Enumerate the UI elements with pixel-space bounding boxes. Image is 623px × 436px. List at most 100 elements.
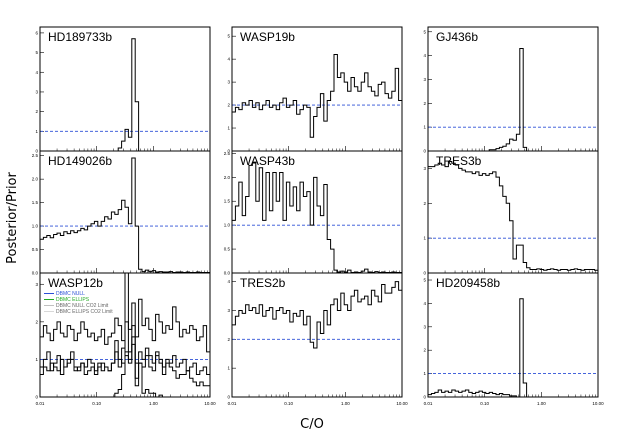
- panel-tres3b: 0 1 2 3 TRES3b: [423, 150, 599, 276]
- series-dbmc-null: [40, 336, 210, 387]
- panel-frame: [231, 150, 403, 274]
- y-tick-label: 3: [423, 77, 426, 82]
- y-tick-label: 2.5: [224, 151, 231, 156]
- y-tick-label: 2: [423, 101, 426, 106]
- y-tick-label: 1: [227, 126, 230, 131]
- y-tick-label: 4: [35, 70, 38, 75]
- series-posterior: [428, 298, 598, 398]
- legend-entry: DBMC NULL CO2 Limit: [56, 303, 109, 309]
- series-posterior: [40, 38, 210, 152]
- series-posterior: [428, 47, 598, 152]
- y-tick-label: 2: [35, 109, 38, 114]
- y-tick-label: 4: [227, 279, 230, 284]
- x-tick-label: 0.01: [36, 401, 45, 406]
- y-tick-label: 2: [227, 337, 230, 342]
- legend-entry: DBMC NULL: [56, 291, 85, 297]
- y-tick-label: 2.0: [224, 175, 231, 180]
- y-tick-label: 3: [227, 308, 230, 313]
- y-tick-label: 3: [35, 89, 38, 94]
- x-tick-label: 0.10: [480, 401, 489, 406]
- x-tick-label: 10.00: [396, 401, 408, 406]
- panel-frame: [231, 272, 403, 398]
- y-tick-label: 6: [35, 30, 38, 35]
- panel-title: HD209458b: [436, 276, 500, 290]
- panel-grid: 0 1 2 3 4 5 6 HD189733b 0 1 2 3 4 5 WASP19b 0 1 2 3 4 5 GJ436…: [32, 26, 604, 406]
- panel-title: TRES2b: [240, 276, 286, 290]
- y-tick-label: 1.0: [32, 224, 39, 229]
- y-tick-label: 5: [227, 34, 230, 39]
- y-tick-label: 1.0: [224, 223, 231, 228]
- y-tick-label: 3: [423, 324, 426, 329]
- panel-frame: [427, 272, 599, 398]
- y-tick-label: 0: [423, 149, 426, 154]
- panel-wasp43b: 0.0 0.5 1.0 1.5 2.0 2.5 WASP43b: [224, 150, 403, 276]
- y-tick-label: 2: [423, 348, 426, 353]
- y-tick-label: 4: [423, 301, 426, 306]
- y-tick-label: 0: [35, 395, 38, 400]
- panel-wasp19b: 0 1 2 3 4 5 WASP19b: [227, 26, 403, 154]
- y-tick-label: 1: [35, 129, 38, 134]
- y-tick-label: 0: [423, 271, 426, 276]
- panel-frame: [427, 26, 599, 152]
- panel-hd189733b: 0 1 2 3 4 5 6 HD189733b: [35, 26, 211, 154]
- panel-title: WASP43b: [240, 154, 295, 168]
- y-tick-label: 1.5: [32, 200, 39, 205]
- x-tick-label: 10.00: [204, 401, 216, 406]
- series-posterior: [428, 160, 598, 271]
- y-tick-label: 2: [227, 103, 230, 108]
- panel-title: TRES3b: [436, 154, 482, 168]
- panel-title: HD189733b: [48, 30, 112, 44]
- y-tick-label: 3: [227, 80, 230, 85]
- y-tick-label: 1: [423, 236, 426, 241]
- y-tick-label: 1: [423, 125, 426, 130]
- x-tick-label: 0.10: [92, 401, 101, 406]
- panel-frame: [231, 26, 403, 152]
- panel-frame: [39, 150, 211, 274]
- legend-entry: DBMC ELLIPS: [56, 297, 90, 303]
- y-tick-label: 1.5: [224, 199, 231, 204]
- y-tick-label: 3: [35, 282, 38, 287]
- panel-title: WASP12b: [48, 276, 103, 290]
- x-tick-label: 0.01: [424, 401, 433, 406]
- panel-tres2b: 0 1 2 3 4 TRES2b 0.01 0.10 1.00 10.00: [227, 272, 408, 406]
- y-tick-label: 4: [423, 53, 426, 58]
- y-tick-label: 0.0: [32, 271, 39, 276]
- panel-frame: [39, 272, 211, 398]
- panel-hd209458b: 0 1 2 3 4 5 HD209458b 0.01 0.10 1.00 10.00: [423, 272, 604, 406]
- y-tick-label: 0: [423, 395, 426, 400]
- y-tick-label: 4: [227, 57, 230, 62]
- series-posterior: [40, 157, 210, 274]
- y-tick-label: 5: [423, 29, 426, 34]
- legend-entry: DBMC ELLIPS CO2 Limit: [56, 309, 113, 315]
- panel-hd149026b: 0.0 0.5 1.0 1.5 2.0 2.5 HD149026b: [32, 150, 211, 276]
- y-tick-label: 0.5: [224, 247, 231, 252]
- y-tick-label: 5: [423, 278, 426, 283]
- y-tick-label: 2: [35, 319, 38, 324]
- panel-title: HD149026b: [48, 154, 112, 168]
- x-tick-label: 0.01: [228, 401, 237, 406]
- x-tick-label: 1.00: [341, 401, 350, 406]
- series-posterior: [232, 281, 402, 349]
- y-tick-label: 3: [423, 166, 426, 171]
- panel-title: GJ436b: [436, 30, 478, 44]
- y-tick-label: 0: [35, 149, 38, 154]
- x-tick-label: 1.00: [537, 401, 546, 406]
- x-tick-label: 10.00: [592, 401, 604, 406]
- y-tick-label: 0: [227, 149, 230, 154]
- y-tick-label: 0.0: [224, 271, 231, 276]
- y-tick-label: 2.0: [32, 177, 39, 182]
- y-tick-label: 2: [423, 201, 426, 206]
- y-tick-label: 1: [227, 366, 230, 371]
- y-tick-label: 1: [35, 357, 38, 362]
- y-axis-title: Posterior/Prior: [5, 171, 20, 263]
- x-tick-label: 0.10: [284, 401, 293, 406]
- x-tick-label: 1.00: [149, 401, 158, 406]
- series-posterior: [232, 162, 402, 274]
- y-tick-label: 0: [227, 395, 230, 400]
- y-tick-label: 1: [423, 371, 426, 376]
- y-tick-label: 5: [35, 50, 38, 55]
- y-tick-label: 2.5: [32, 153, 39, 158]
- y-tick-label: 0.5: [32, 247, 39, 252]
